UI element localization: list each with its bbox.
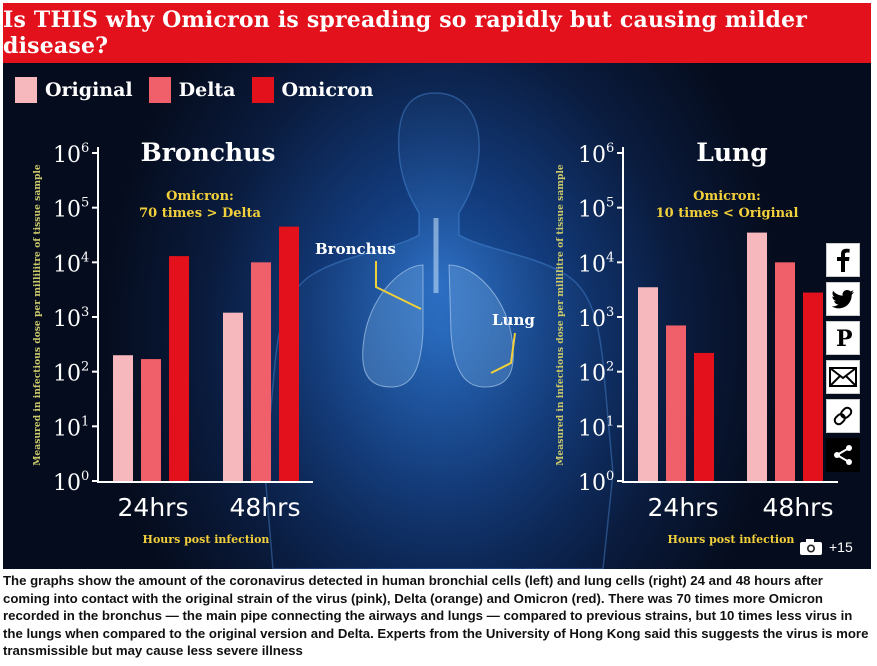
lung-label: Lung	[492, 311, 535, 329]
legend-swatch-delta	[148, 77, 171, 103]
gallery-badge[interactable]: +15	[799, 535, 853, 559]
email-button[interactable]	[826, 360, 860, 394]
bronchus-x-axis-label: Hours post infection	[143, 533, 270, 546]
lung-category-label: 48hrs	[763, 493, 834, 522]
bronchus-annotation-line1: Omicron:	[166, 189, 234, 204]
gallery-count: +15	[829, 539, 853, 555]
facebook-button[interactable]	[826, 243, 860, 277]
copy-link-button[interactable]	[826, 399, 860, 433]
legend-label-omicron: Omicron	[281, 79, 374, 101]
lung-y-tick-label: 106	[578, 141, 614, 168]
lung-y-tick-label: 100	[578, 469, 614, 496]
charts-layer: 100 101 102 103 104 105 106 24hrs 48hrs Bronchus O…	[32, 138, 838, 546]
bronchus-y-tick-label: 100	[53, 469, 89, 496]
bronchus-chart-title: Bronchus	[141, 138, 276, 167]
legend-label-delta: Delta	[178, 79, 236, 101]
lung-category-label: 24hrs	[648, 493, 719, 522]
lung-y-tick-label: 101	[578, 414, 614, 441]
page-title: Is THIS why Omicron is spreading so rapi…	[3, 7, 808, 59]
lung-y-tick-label: 102	[578, 360, 614, 387]
bronchus-y-tick-label: 103	[53, 305, 89, 332]
bronchus-y-tick-label: 105	[53, 196, 89, 223]
bronchus-bar-omicron-24hrs	[169, 256, 189, 481]
lung-bar-original-48hrs	[747, 232, 767, 481]
lung-annotation-line2: 10 times < Original	[656, 206, 799, 221]
social-share-bar: P	[826, 243, 860, 472]
bronchus-y-tick-label: 101	[53, 414, 89, 441]
lung-y-tick-label: 103	[578, 305, 614, 332]
legend-item-original: Original	[15, 77, 133, 103]
bronchus-bar-original-48hrs	[223, 312, 243, 481]
legend-swatch-omicron	[251, 77, 274, 103]
pinterest-icon: P	[836, 326, 853, 350]
share-icon	[834, 445, 852, 465]
lung-y-tick-label: 105	[578, 196, 614, 223]
twitter-button[interactable]	[826, 282, 860, 316]
lung-bar-omicron-48hrs	[803, 292, 823, 481]
camera-icon	[800, 539, 822, 555]
legend-item-omicron: Omicron	[251, 77, 374, 103]
bronchus-bar-omicron-48hrs	[279, 226, 299, 481]
svg-text:P: P	[836, 326, 853, 350]
lung-y-axis-label: Measured in infectious dose per millilit…	[555, 164, 566, 466]
bronchus-category-label: 48hrs	[230, 493, 301, 522]
human-body-illustration: Bronchus Lung	[264, 92, 614, 569]
lung-x-axis-label: Hours post infection	[668, 533, 795, 546]
legend-swatch-original	[15, 77, 37, 103]
bronchus-y-tick-label: 102	[53, 360, 89, 387]
twitter-icon	[831, 290, 854, 309]
bronchus-y-tick-label: 104	[53, 250, 89, 277]
bronchus-bar-delta-24hrs	[141, 359, 161, 481]
pinterest-button[interactable]: P	[826, 321, 860, 355]
legend-label-original: Original	[45, 79, 133, 101]
legend-item-delta: Delta	[148, 77, 236, 103]
lung-bar-omicron-24hrs	[694, 352, 714, 481]
lung-chart-title: Lung	[696, 138, 767, 167]
lung-bar-delta-24hrs	[666, 325, 686, 481]
bronchus-category-label: 24hrs	[118, 493, 189, 522]
bronchus-bar-delta-48hrs	[251, 262, 271, 481]
bronchus-bar-original-24hrs	[113, 355, 133, 481]
bronchus-annotation-line2: 70 times > Delta	[139, 206, 261, 221]
bronchus-label: Bronchus	[315, 240, 396, 258]
email-icon	[829, 367, 857, 387]
link-icon	[833, 406, 853, 426]
infographic: Bronchus Lung Is THIS why Omicron is spr…	[3, 3, 871, 569]
share-button[interactable]	[826, 438, 860, 472]
lung-bar-delta-48hrs	[775, 262, 795, 481]
lung-y-tick-label: 104	[578, 250, 614, 277]
legend: Original Delta Omicron	[15, 75, 373, 105]
image-caption: The graphs show the amount of the corona…	[3, 573, 869, 659]
title-banner: Is THIS why Omicron is spreading so rapi…	[3, 3, 871, 63]
lung-annotation-line1: Omicron:	[693, 189, 761, 204]
bronchus-y-tick-label: 106	[53, 141, 89, 168]
bronchus-y-axis-label: Measured in infectious dose per millilit…	[32, 164, 43, 466]
facebook-icon	[837, 248, 850, 272]
lung-bar-original-24hrs	[638, 287, 658, 481]
